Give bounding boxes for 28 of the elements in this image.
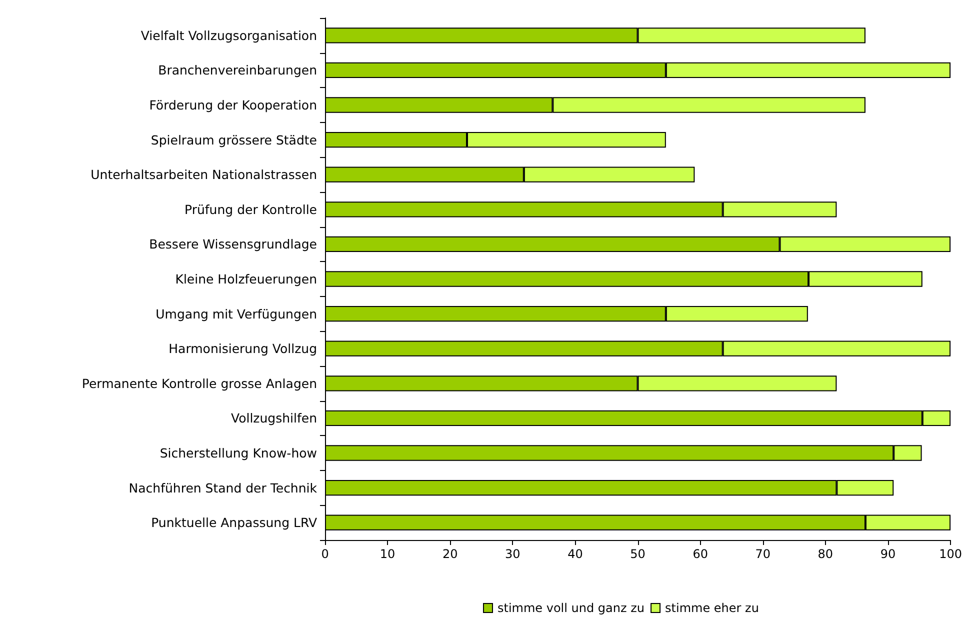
y-tick-label: Harmonisierung Vollzug (168, 341, 317, 356)
y-tick-label: Spielraum grössere Städte (150, 132, 318, 148)
x-tick-label: 90 (880, 547, 896, 561)
x-tick-label: 10 (380, 547, 396, 561)
x-tick-label: 50 (630, 547, 646, 561)
y-tick-label: Unterhaltsarbeiten Nationalstrassen (90, 167, 317, 182)
x-tick-label: 60 (692, 547, 708, 561)
x-tick-label: 100 (939, 547, 962, 561)
y-tick-label: Prüfung der Kontrolle (184, 202, 318, 217)
y-tick-label: Permanente Kontrolle grosse Anlagen (82, 376, 317, 391)
legend-label: stimme eher zu (665, 601, 759, 615)
y-tick-label: Vollzugshilfen (231, 410, 317, 426)
y-tick-label: Vielfalt Vollzugsorganisation (140, 28, 317, 43)
x-tick-label: 20 (442, 547, 458, 561)
x-tick-label: 30 (505, 547, 520, 561)
y-tick-label: Bessere Wissensgrundlage (149, 236, 318, 252)
y-tick-label: Sicherstellung Know-how (160, 446, 317, 460)
x-tick-label: 80 (818, 547, 834, 561)
x-tick-label: 70 (755, 547, 771, 561)
y-tick-label: Förderung der Kooperation (149, 98, 317, 112)
y-tick-label: Branchenvereinbarungen (158, 62, 317, 78)
y-tick-label: Kleine Holzfeuerungen (175, 272, 317, 286)
y-tick-label: Umgang mit Verfügungen (156, 306, 317, 322)
y-tick-label: Nachführen Stand der Technik (128, 480, 318, 496)
x-tick-label: 0 (321, 547, 329, 561)
y-tick-label: Punktuelle Anpassung LRV (151, 515, 318, 530)
legend-label: stimme voll und ganz zu (498, 601, 645, 615)
x-tick-label: 40 (568, 547, 583, 561)
